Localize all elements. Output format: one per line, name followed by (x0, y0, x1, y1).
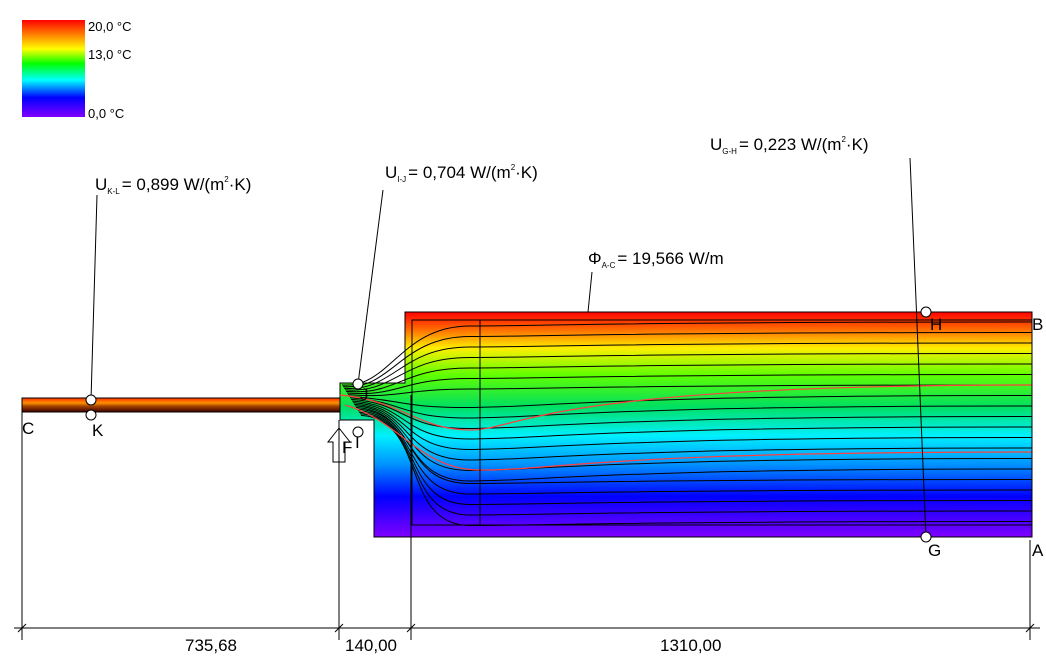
point-label: K (92, 421, 104, 440)
isotherm (352, 402, 1033, 451)
isotherm (342, 332, 1033, 388)
isotherm-highlight (339, 384, 1033, 431)
legend-label: 20,0 °C (88, 19, 132, 34)
annotation: UK-L = 0,899 W/(m2·K) (95, 175, 251, 196)
isotherm (349, 397, 1033, 419)
isotherm (348, 395, 1033, 409)
legend-label: 0,0 °C (88, 106, 124, 121)
point-label: B (1032, 315, 1043, 334)
dimension-label: 140,00 (345, 636, 397, 655)
annotation: UG-H = 0,223 W/(m2·K) (710, 135, 869, 156)
dimension-label: 735,68 (185, 636, 237, 655)
isotherm (353, 403, 1033, 461)
point-label: I (355, 433, 360, 452)
thin-wall (21, 397, 341, 413)
isotherm (344, 353, 1033, 391)
point-label: G (928, 541, 941, 560)
point-label: A (1032, 541, 1044, 560)
annotation: UI-J = 0,704 W/(m2·K) (385, 163, 538, 184)
point-label: C (22, 419, 34, 438)
legend-label: 13,0 °C (88, 47, 132, 62)
isotherm (351, 400, 1033, 440)
isotherm (350, 398, 1033, 430)
isotherm (358, 411, 1033, 506)
dimension-lines (14, 395, 1040, 640)
color-scale (22, 20, 85, 117)
isotherm (345, 363, 1033, 393)
isotherm (357, 410, 1033, 495)
point-label: H (930, 315, 942, 334)
main-body (339, 311, 1033, 538)
isotherm (341, 321, 1033, 386)
isotherm-highlight (344, 404, 1033, 471)
isotherm (346, 374, 1033, 395)
isotherm (343, 342, 1033, 389)
annotation: ΦA-C = 19,566 W/m (588, 249, 724, 270)
point-label: J (360, 385, 369, 404)
isotherm (347, 384, 1033, 397)
leaders (85, 157, 932, 543)
inner-outline (411, 319, 1033, 526)
point-label: F (342, 438, 352, 457)
dimension-label: 1310,00 (660, 636, 721, 655)
isotherm (359, 413, 1033, 516)
